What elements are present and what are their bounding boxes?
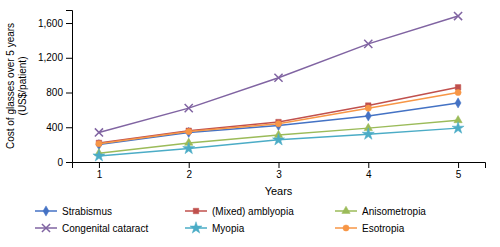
x-tick-label: 2: [186, 169, 192, 180]
series-line: [99, 128, 458, 156]
y-tick-mark: [66, 23, 72, 24]
series-marker: [186, 129, 192, 135]
plot: 1 2 3 4 5 0 400 800 1,200 1,600: [38, 11, 486, 181]
x-tick-mark: [189, 162, 190, 168]
series-marker: [454, 12, 462, 20]
y-tick-mark: [66, 58, 72, 59]
x-tick: 5: [456, 162, 462, 180]
x-tick: 1: [97, 162, 103, 180]
series-marker: [185, 104, 193, 112]
y-tick: 400: [46, 122, 72, 133]
series-line: [99, 93, 458, 144]
legend-item: Anisometropia: [335, 206, 426, 217]
legend-item: Esotropia: [335, 223, 405, 234]
legend-label: Congenital cataract: [62, 223, 148, 234]
legend-item: Strabismus: [35, 206, 112, 217]
x-tick: 2: [186, 162, 192, 180]
y-tick: 1,200: [38, 52, 72, 63]
legend-marker: [343, 225, 349, 231]
series-line: [99, 103, 458, 145]
legend-marker: [42, 224, 50, 232]
legend-marker: [342, 206, 350, 213]
series-marker: [455, 98, 461, 108]
y-axis-line: [66, 11, 73, 163]
series-marker: [276, 120, 282, 130]
y-tick: 1,600: [38, 18, 72, 29]
legend-marker: [43, 206, 49, 216]
series-marker: [455, 89, 461, 95]
legend-marker: [190, 222, 202, 233]
series-marker: [362, 128, 374, 139]
y-tick: 0: [57, 157, 72, 168]
y-tick-mark: [66, 93, 72, 94]
x-tick-label: 5: [456, 169, 462, 180]
y-tick-label: 800: [46, 87, 63, 98]
x-tick: 3: [276, 162, 282, 180]
x-axis-title: Years: [265, 185, 293, 197]
x-tick: 4: [366, 162, 372, 180]
x-tick-mark: [368, 162, 369, 168]
series-marker: [274, 74, 282, 82]
legend-marker: [193, 208, 198, 213]
chart: 1 2 3 4 5 0 400 800 1,200 1,600 Years Cost of glass…: [0, 0, 500, 247]
series-marker: [186, 127, 192, 137]
x-tick-mark: [99, 162, 100, 168]
series-group: [93, 12, 464, 161]
legend-item: (Mixed) amblyopia: [185, 206, 294, 217]
legend-label: Anisometropia: [362, 206, 426, 217]
legend-item: Congenital cataract: [35, 223, 148, 234]
x-tick-mark: [458, 162, 459, 168]
series-line: [99, 16, 458, 132]
series-marker: [364, 40, 372, 48]
y-tick-mark: [66, 127, 72, 128]
legend-item: Myopia: [185, 222, 245, 234]
y-tick: 800: [46, 87, 72, 98]
series-marker: [272, 134, 284, 145]
y-tick-label: 1,600: [38, 18, 63, 29]
y-tick-label: 1,200: [38, 52, 63, 63]
legend-label: (Mixed) amblyopia: [212, 206, 294, 217]
x-tick-label: 1: [97, 169, 103, 180]
legend: Strabismus (Mixed) amblyopia Anisometropia…: [35, 206, 426, 234]
x-axis: 1 2 3 4 5: [73, 162, 486, 180]
series-marker: [452, 122, 464, 133]
x-tick-mark: [279, 162, 280, 168]
legend-label: Strabismus: [62, 206, 112, 217]
series-marker: [183, 142, 195, 153]
series-marker: [365, 111, 371, 121]
legend-label: Esotropia: [362, 223, 405, 234]
series-marker: [275, 121, 281, 127]
x-tick-label: 3: [276, 169, 282, 180]
legend-label: Myopia: [212, 223, 245, 234]
y-axis: 0 400 800 1,200 1,600: [38, 11, 73, 168]
series-marker: [96, 141, 102, 147]
series-marker: [95, 128, 103, 136]
x-axis-line: [73, 163, 486, 169]
y-axis-title: Cost of glasses over 5 years(US$/patient…: [5, 23, 28, 149]
series-marker: [365, 105, 371, 111]
y-tick-mark: [66, 162, 72, 163]
series-marker: [93, 150, 105, 161]
y-tick-label: 400: [46, 122, 63, 133]
y-tick-label: 0: [57, 157, 63, 168]
x-tick-label: 4: [366, 169, 372, 180]
